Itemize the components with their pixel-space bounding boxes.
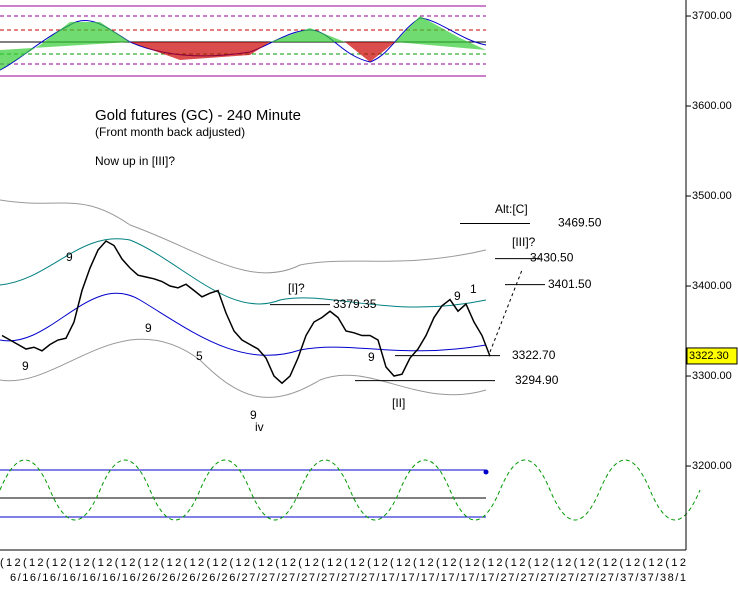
x-top-label: (12 bbox=[482, 557, 503, 569]
y-tick-label: 3200.00 bbox=[692, 460, 732, 472]
x-top-label: (12 bbox=[298, 557, 319, 569]
note: Now up in [III]? bbox=[95, 154, 175, 168]
level-label: 3294.90 bbox=[515, 373, 559, 387]
wave-label: Alt:[C] bbox=[495, 202, 528, 216]
x-top-label: (12 bbox=[92, 557, 113, 569]
x-top-label: (12 bbox=[46, 557, 67, 569]
count-label: 9 bbox=[250, 408, 257, 422]
level-label: 3469.50 bbox=[558, 216, 602, 230]
y-tick-label: 3400.00 bbox=[692, 280, 732, 292]
x-top-label: (12 bbox=[620, 557, 641, 569]
y-tick-label: 3600.00 bbox=[692, 100, 732, 112]
x-top-label: (12 bbox=[0, 557, 21, 569]
wave-label: [II] bbox=[392, 396, 405, 410]
x-top-label: (12 bbox=[138, 557, 159, 569]
count-label: 9 bbox=[454, 289, 461, 303]
wave-label: [III]? bbox=[512, 235, 536, 249]
projection bbox=[489, 269, 523, 353]
x-top-label: (12 (12 (12 (12 (12 (12 (12 (12 (12 (12 (12 (12 (12(… bbox=[0, 557, 686, 569]
level-label: 3401.50 bbox=[548, 277, 592, 291]
x-top-label: (12 bbox=[665, 557, 686, 569]
last-price-label: 3322.30 bbox=[689, 350, 729, 362]
count-label: 9 bbox=[66, 250, 73, 264]
x-dates: 6/16/16/16/16/16/16/26/26/26/26/26/27/27… bbox=[10, 572, 686, 584]
x-top-label: (12 bbox=[413, 557, 434, 569]
x-top-label: (12 bbox=[574, 557, 595, 569]
y-tick-label: 3300.00 bbox=[692, 370, 732, 382]
x-top-label: (12 bbox=[229, 557, 250, 569]
x-top-label: (12 bbox=[69, 557, 90, 569]
x-top-label: (12 bbox=[436, 557, 457, 569]
level-label: 3322.70 bbox=[512, 348, 556, 362]
wave-label: [I]? bbox=[288, 281, 305, 295]
count-label: 9 bbox=[368, 350, 375, 364]
x-top-label: (12 bbox=[528, 557, 549, 569]
bands bbox=[0, 199, 487, 398]
subtitle: (Front month back adjusted) bbox=[95, 125, 245, 139]
x-top-label: (12 bbox=[390, 557, 411, 569]
count-label: 9 bbox=[22, 359, 29, 373]
last-price-box bbox=[686, 347, 738, 365]
x-top-label: (12 bbox=[505, 557, 526, 569]
y-tick-label: 3500.00 bbox=[692, 190, 732, 202]
x-top-label: (12 bbox=[207, 557, 228, 569]
chart-title: Gold futures (GC) - 240 Minute bbox=[95, 107, 301, 124]
x-top-label: (12 bbox=[344, 557, 365, 569]
x-top-label: (12 bbox=[597, 557, 618, 569]
count-label: iv bbox=[255, 420, 264, 434]
level-label: 3379.35 bbox=[333, 297, 377, 311]
bottom-oscillator bbox=[0, 459, 701, 521]
x-top-label: (12 bbox=[161, 557, 182, 569]
x-top-label: (12 bbox=[321, 557, 342, 569]
top-oscillator bbox=[0, 5, 487, 77]
x-top-label: (12 bbox=[367, 557, 388, 569]
x-top-label: (12 bbox=[115, 557, 136, 569]
x-top-label: (12 bbox=[642, 557, 663, 569]
x-top-label: (12 bbox=[23, 557, 44, 569]
x-top-label: (12 bbox=[252, 557, 273, 569]
count-label: 9 bbox=[145, 321, 152, 335]
count-label: 1 bbox=[470, 282, 477, 296]
count-label: 5 bbox=[196, 349, 203, 363]
price-line bbox=[1, 240, 491, 385]
level-label: 3430.50 bbox=[530, 251, 574, 265]
x-top-label: (12 bbox=[551, 557, 572, 569]
y-tick-label: 3700.00 bbox=[692, 10, 732, 22]
x-top-label: (12 bbox=[275, 557, 296, 569]
x-top-label: (12 bbox=[184, 557, 205, 569]
x-top-label: (12 bbox=[459, 557, 480, 569]
